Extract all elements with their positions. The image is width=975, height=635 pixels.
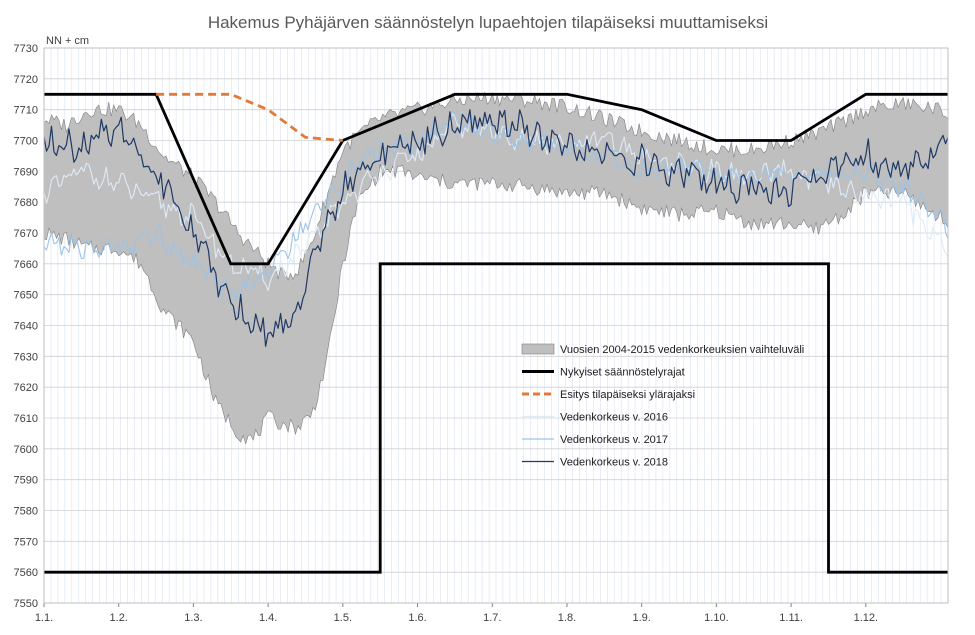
y-axis-unit-label: NN + cm bbox=[46, 35, 89, 47]
series-proposed-upper-limit bbox=[156, 92, 343, 142]
x-tick-label: 1.5. bbox=[334, 612, 352, 624]
y-tick-label: 7620 bbox=[14, 382, 38, 394]
y-tick-label: 7590 bbox=[14, 475, 38, 487]
y-tick-label: 7550 bbox=[14, 598, 38, 610]
y-tick-label: 7650 bbox=[14, 290, 38, 302]
x-tick-label: 1.9. bbox=[633, 612, 651, 624]
legend-label: Vedenkorkeus v. 2017 bbox=[560, 434, 668, 446]
legend-swatch-range-band bbox=[521, 343, 555, 355]
y-tick-label: 7660 bbox=[14, 259, 38, 271]
y-tick-label: 7700 bbox=[14, 136, 38, 148]
legend-label: Vedenkorkeus v. 2018 bbox=[560, 457, 668, 469]
chart-title: Hakemus Pyhäjärven säännöstelyn lupaehto… bbox=[208, 13, 768, 32]
series-upper-limit bbox=[44, 92, 948, 266]
legend-label: Vedenkorkeus v. 2016 bbox=[560, 412, 668, 424]
x-tick-label: 1.11. bbox=[779, 612, 803, 624]
y-tick-label: 7600 bbox=[14, 444, 38, 456]
x-tick-label: 1.7. bbox=[483, 612, 501, 624]
y-tick-label: 7640 bbox=[14, 321, 38, 333]
legend-label: Esitys tilapäiseksi ylärajaksi bbox=[560, 389, 695, 401]
x-tick-label: 1.1. bbox=[35, 612, 53, 624]
y-tick-label: 7690 bbox=[14, 166, 38, 178]
y-tick-label: 7570 bbox=[14, 536, 38, 548]
x-tick-label: 1.8. bbox=[558, 612, 576, 624]
legend-label: Vuosien 2004-2015 vedenkorkeuksien vaiht… bbox=[560, 344, 804, 356]
axes-layer: 7550 7560 7570 7580 7590 7600 7610 7620 7630 7640… bbox=[14, 43, 949, 624]
x-tick-label: 1.2. bbox=[110, 612, 128, 624]
y-tick-label: 7560 bbox=[14, 567, 38, 579]
plot-area-border bbox=[43, 47, 949, 604]
y-tick-label: 7610 bbox=[14, 413, 38, 425]
y-tick-label: 7710 bbox=[14, 105, 38, 117]
x-tick-label: 1.3. bbox=[184, 612, 202, 624]
y-tick-label: 7720 bbox=[14, 74, 38, 86]
y-tick-label: 7680 bbox=[14, 197, 38, 209]
x-tick-label: 1.4. bbox=[259, 612, 277, 624]
y-tick-label: 7630 bbox=[14, 351, 38, 363]
legend: Vuosien 2004-2015 vedenkorkeuksien vaiht… bbox=[521, 343, 804, 469]
series-lines-layer bbox=[43, 92, 949, 574]
y-tick-label: 7670 bbox=[14, 228, 38, 240]
x-tick-label: 1.10. bbox=[704, 612, 728, 624]
series-line-2018 bbox=[43, 109, 949, 347]
series-lower-limit bbox=[44, 262, 948, 574]
x-tick-label: 1.6. bbox=[408, 612, 426, 624]
y-tick-label: 7730 bbox=[14, 43, 38, 55]
y-tick-label: 7580 bbox=[14, 506, 38, 518]
x-tick-label: 1.12. bbox=[854, 612, 878, 624]
legend-label: Nykyiset säännöstelyrajat bbox=[560, 367, 685, 379]
